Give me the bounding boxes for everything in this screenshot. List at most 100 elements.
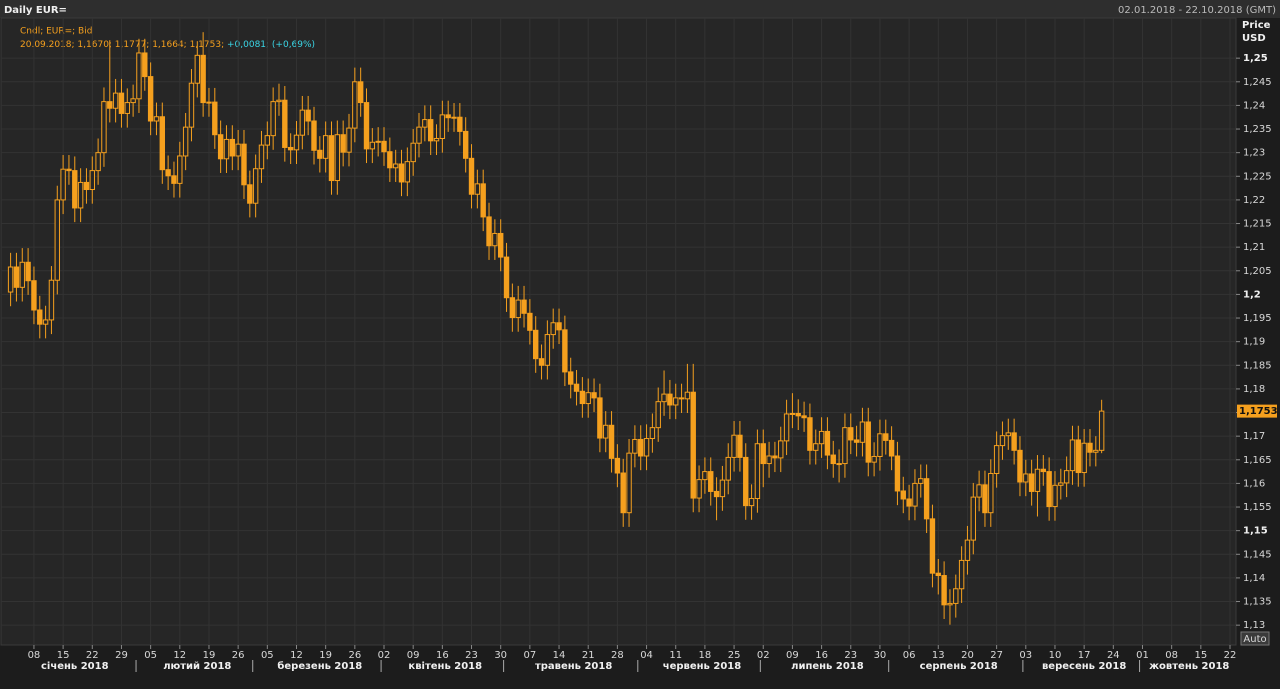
candle-body <box>165 169 171 177</box>
candle-body <box>620 472 626 514</box>
candle-body <box>568 371 574 385</box>
candle-body <box>118 92 125 114</box>
candle-body <box>13 266 20 288</box>
candle-body <box>381 140 387 153</box>
auto-button-label[interactable]: Auto <box>1243 634 1266 645</box>
candle-body <box>107 101 113 109</box>
candle-body <box>200 54 206 104</box>
candle-body <box>305 109 311 122</box>
month-label: лютий 2018 <box>163 661 231 672</box>
candle-body <box>194 54 201 84</box>
candle-body <box>649 427 656 440</box>
candle-body <box>964 539 971 561</box>
candle-body <box>1081 442 1087 474</box>
y-tick-label: 1,235 <box>1243 124 1272 135</box>
candle-body <box>48 279 55 321</box>
candle-body <box>445 114 451 119</box>
candle-body <box>1011 432 1017 451</box>
candle-body <box>147 76 154 122</box>
candle-body <box>124 102 130 114</box>
y-tick-label: 1,25 <box>1243 53 1268 64</box>
x-tick-label: 26 <box>348 650 361 661</box>
candle-body <box>772 455 778 459</box>
month-label: квітень 2018 <box>408 661 482 672</box>
candle-body <box>462 130 469 159</box>
candle-body <box>713 490 720 498</box>
candle-body <box>935 572 941 577</box>
candle-body <box>1040 468 1046 473</box>
candle-body <box>60 168 66 201</box>
candle-body <box>346 127 352 153</box>
candle-body <box>632 438 638 454</box>
candle-body <box>900 490 906 500</box>
candle-body <box>824 430 831 456</box>
candle-body <box>398 163 405 183</box>
candle-body <box>643 438 650 457</box>
candle-body <box>807 417 813 451</box>
auto-button[interactable]: Auto <box>1240 631 1270 646</box>
candle-body <box>311 120 317 151</box>
y-axis-label: Price <box>1242 20 1271 31</box>
candle-body <box>871 455 877 463</box>
month-label: серпень 2018 <box>920 661 998 672</box>
candle-body <box>72 170 78 209</box>
candle-body <box>533 329 539 360</box>
x-tick-label: 15 <box>1194 650 1207 661</box>
candle-body <box>690 391 696 499</box>
candle-body <box>912 482 918 507</box>
y-tick-label: 1,205 <box>1243 266 1272 277</box>
candle-body <box>754 443 761 500</box>
auto-button-frame[interactable] <box>1240 631 1270 646</box>
x-tick-label: 30 <box>874 650 887 661</box>
candle-body <box>608 424 615 459</box>
candle-body <box>719 479 726 498</box>
candle-body <box>982 484 988 514</box>
x-tick-label: 26 <box>232 650 245 661</box>
y-tick-label: 1,13 <box>1243 620 1265 631</box>
x-tick-label: 05 <box>261 650 274 661</box>
x-tick-label: 22 <box>86 650 99 661</box>
candle-body <box>818 430 825 445</box>
candle-body <box>725 456 731 481</box>
candle-body <box>112 92 119 109</box>
x-tick-label: 08 <box>1165 650 1178 661</box>
candle-body <box>573 383 580 392</box>
candle-body <box>352 81 358 129</box>
candle-body <box>801 415 807 419</box>
candle-body <box>206 101 212 104</box>
candle-body <box>1023 473 1029 483</box>
y-tick-label: 1,18 <box>1243 384 1265 395</box>
candle-body <box>159 116 165 171</box>
y-axis-unit: USD <box>1242 33 1266 44</box>
candle-body <box>229 138 236 157</box>
candle-body <box>212 101 218 136</box>
candle-body <box>626 452 632 514</box>
candle-body <box>842 427 848 465</box>
x-tick-label: 20 <box>961 650 974 661</box>
candle-body <box>830 454 836 465</box>
candle-body <box>31 280 37 311</box>
candle-body <box>293 134 300 151</box>
candle-body <box>89 170 95 191</box>
candle-body <box>457 116 463 132</box>
chart-title: Daily EUR= <box>4 5 67 16</box>
x-tick-label: 19 <box>319 650 332 661</box>
candle-body <box>25 261 31 282</box>
date-range: 02.01.2018 - 22.10.2018 (GMT) <box>1118 5 1276 16</box>
candle-body <box>95 152 101 172</box>
candle-body <box>976 484 982 498</box>
candle-body <box>544 334 551 366</box>
x-tick-label: 10 <box>1049 650 1062 661</box>
candle-body <box>101 101 107 154</box>
y-tick-label: 1,245 <box>1243 77 1272 88</box>
y-tick-label: 1,19 <box>1243 337 1265 348</box>
month-label: жовтень 2018 <box>1149 661 1229 672</box>
x-tick-label: 07 <box>523 650 536 661</box>
candle-body <box>357 81 364 104</box>
candle-body <box>591 392 597 399</box>
candle-body <box>404 161 411 183</box>
candle-body <box>1017 449 1023 483</box>
candle-body <box>1034 468 1041 492</box>
y-tick-label: 1,15 <box>1243 526 1268 537</box>
candle-body <box>328 135 335 182</box>
